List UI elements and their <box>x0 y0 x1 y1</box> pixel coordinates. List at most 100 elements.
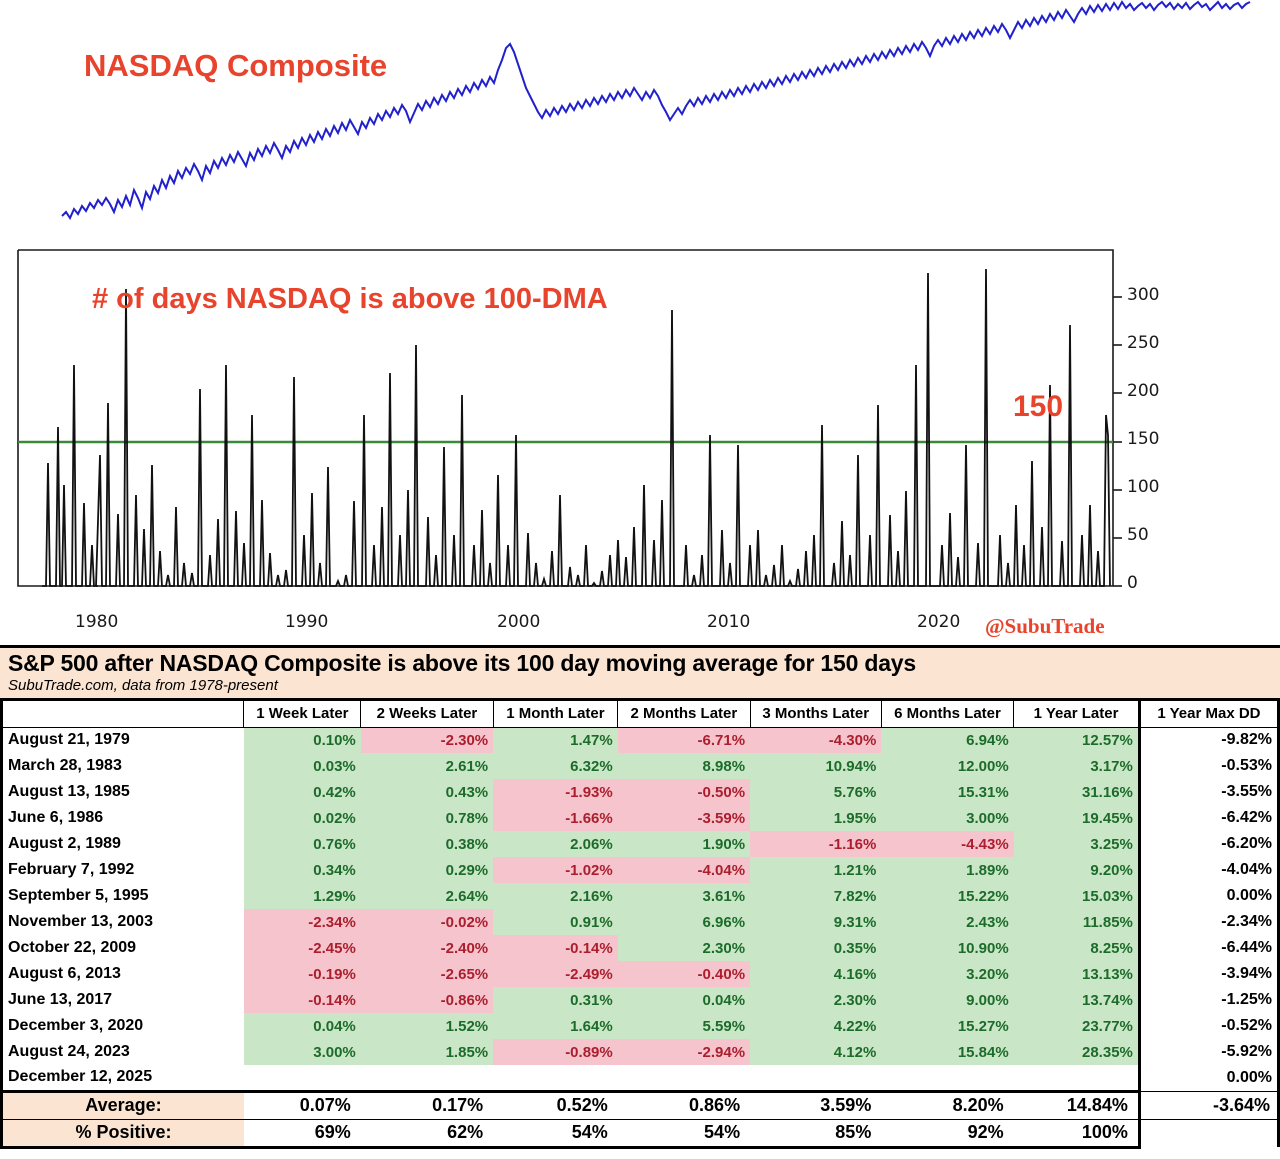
row-value: 9.20% <box>1013 857 1140 884</box>
average-2-weeks: 0.17% <box>360 1091 494 1120</box>
row-date: December 3, 2020 <box>0 1013 244 1040</box>
row-date: February 7, 1992 <box>0 857 244 884</box>
row-date: December 12, 2025 <box>0 1065 244 1093</box>
row-value: 15.27% <box>881 1013 1014 1040</box>
row-value: 1.85% <box>360 1039 494 1066</box>
row-value: -2.94% <box>617 1039 751 1066</box>
row-value: 19.45% <box>1013 805 1140 832</box>
average-6-months: 8.20% <box>881 1091 1014 1120</box>
table-row: August 6, 2013 -0.19% -2.65% -2.49% -0.40% 4.… <box>0 961 1280 988</box>
row-value: 3.61% <box>617 883 751 910</box>
row-max-dd: -4.04% <box>1137 857 1280 884</box>
row-value: 6.94% <box>881 727 1014 754</box>
row-value: 9.31% <box>750 909 882 936</box>
row-date: August 6, 2013 <box>0 961 244 988</box>
header-2-months: 2 Months Later <box>617 701 751 728</box>
row-value <box>493 1065 618 1093</box>
row-value: -1.93% <box>493 779 618 806</box>
nasdaq-price-chart <box>61 0 1251 221</box>
average-3-months: 3.59% <box>750 1091 882 1120</box>
header-6-months: 6 Months Later <box>880 701 1014 728</box>
row-value: 0.34% <box>243 857 361 884</box>
positive-max-dd <box>1137 1119 1280 1148</box>
row-value: 9.00% <box>881 987 1014 1014</box>
row-value: 7.82% <box>750 883 882 910</box>
y-tick-300: 300 <box>1127 285 1160 305</box>
row-value <box>617 1065 751 1093</box>
row-max-dd: -2.34% <box>1137 909 1280 936</box>
row-value: 15.22% <box>881 883 1014 910</box>
y-tick-50: 50 <box>1127 525 1149 545</box>
row-max-dd: -6.20% <box>1137 831 1280 858</box>
row-value: 0.42% <box>243 779 361 806</box>
row-value: 0.38% <box>360 831 494 858</box>
row-value: 15.84% <box>881 1039 1014 1066</box>
row-value: 1.52% <box>360 1013 494 1040</box>
row-value: 2.30% <box>750 987 882 1014</box>
row-value: 8.25% <box>1013 935 1140 962</box>
row-value: -0.14% <box>493 935 618 962</box>
row-value: 12.57% <box>1013 727 1140 754</box>
row-value: 0.04% <box>243 1013 361 1040</box>
row-value: 12.00% <box>881 753 1014 780</box>
days-above-dma-chart <box>17 249 1122 587</box>
average-1-week: 0.07% <box>243 1091 361 1120</box>
row-max-dd: -0.52% <box>1137 1013 1280 1040</box>
row-value: -2.40% <box>360 935 494 962</box>
threshold-level-label: 150 <box>1013 390 1064 423</box>
row-value: 2.64% <box>360 883 494 910</box>
table-subtitle: SubuTrade.com, data from 1978-present <box>8 676 278 694</box>
row-max-dd: -5.92% <box>1137 1039 1280 1066</box>
header-1-week: 1 Week Later <box>243 701 361 728</box>
header-max-dd: 1 Year Max DD <box>1137 701 1280 728</box>
header-2-weeks: 2 Weeks Later <box>360 701 494 728</box>
row-value: 0.29% <box>360 857 494 884</box>
row-value: -0.86% <box>360 987 494 1014</box>
row-value: -2.49% <box>493 961 618 988</box>
header-1-year: 1 Year Later <box>1013 701 1140 728</box>
average-row: Average: 0.07% 0.17% 0.52% 0.86% 3.59% 8… <box>0 1091 1280 1120</box>
y-tick-150: 150 <box>1127 429 1160 449</box>
row-value: -0.14% <box>243 987 361 1014</box>
header-3-months: 3 Months Later <box>749 701 882 728</box>
average-1-year: 14.84% <box>1013 1091 1141 1120</box>
row-value: -0.02% <box>360 909 494 936</box>
row-value: -1.66% <box>493 805 618 832</box>
row-value: 15.31% <box>881 779 1014 806</box>
row-max-dd: -6.42% <box>1137 805 1280 832</box>
row-max-dd: -0.53% <box>1137 753 1280 780</box>
positive-3-months: 85% <box>750 1119 882 1149</box>
row-max-dd: -6.44% <box>1137 935 1280 962</box>
row-value: 2.30% <box>617 935 751 962</box>
row-value: 1.21% <box>750 857 882 884</box>
row-date: August 2, 1989 <box>0 831 244 858</box>
row-value: 1.90% <box>617 831 751 858</box>
row-value: 0.43% <box>360 779 494 806</box>
table-footer: Average: 0.07% 0.17% 0.52% 0.86% 3.59% 8… <box>0 1091 1280 1149</box>
row-value: 28.35% <box>1013 1039 1140 1066</box>
row-max-dd: -1.25% <box>1137 987 1280 1014</box>
row-value <box>750 1065 882 1093</box>
y-tick-200: 200 <box>1127 381 1160 401</box>
row-value: -2.45% <box>243 935 361 962</box>
table-row: August 21, 1979 0.10% -2.30% 1.47% -6.71% -4.… <box>0 727 1280 754</box>
row-value: 1.89% <box>881 857 1014 884</box>
days-above-dma-title: # of days NASDAQ is above 100-DMA <box>92 283 608 315</box>
row-max-dd: -3.55% <box>1137 779 1280 806</box>
table-row: February 7, 1992 0.34% 0.29% -1.02% -4.04% 1.… <box>0 857 1280 884</box>
table-row: December 12, 2025 0.00% <box>0 1065 1280 1093</box>
row-value: 0.10% <box>243 727 361 754</box>
row-date: June 13, 2017 <box>0 987 244 1014</box>
row-value: -2.34% <box>243 909 361 936</box>
row-value: -1.02% <box>493 857 618 884</box>
row-value: 4.16% <box>750 961 882 988</box>
row-value: 3.20% <box>881 961 1014 988</box>
row-value <box>243 1065 361 1093</box>
row-date: September 5, 1995 <box>0 883 244 910</box>
table-row: November 13, 2003 -2.34% -0.02% 0.91% 6.96% 9… <box>0 909 1280 936</box>
row-value: 0.03% <box>243 753 361 780</box>
positive-1-month: 54% <box>493 1119 618 1149</box>
row-value: 31.16% <box>1013 779 1140 806</box>
row-value: 6.32% <box>493 753 618 780</box>
nasdaq-price-line <box>61 0 1251 221</box>
